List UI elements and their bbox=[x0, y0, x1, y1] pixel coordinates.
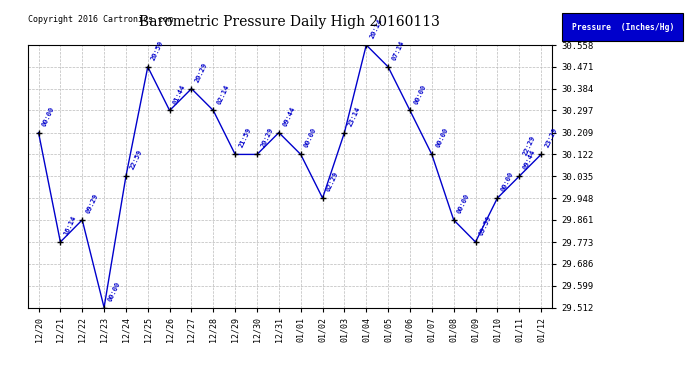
Text: 01:44: 01:44 bbox=[172, 83, 187, 105]
Text: 00:00: 00:00 bbox=[107, 280, 121, 302]
Text: 16:14: 16:14 bbox=[63, 214, 77, 237]
Text: 00:00: 00:00 bbox=[41, 105, 56, 127]
Text: 00:00: 00:00 bbox=[304, 127, 318, 149]
Text: 09:44: 09:44 bbox=[282, 105, 296, 127]
Text: 00:00: 00:00 bbox=[413, 83, 427, 105]
Text: 22:29: 22:29 bbox=[522, 135, 536, 157]
Text: 20:14: 20:14 bbox=[369, 18, 384, 39]
Text: 21:59: 21:59 bbox=[238, 127, 253, 149]
Text: 20:29: 20:29 bbox=[260, 127, 274, 149]
Text: 23:29: 23:29 bbox=[544, 127, 558, 149]
Text: 09:59: 09:59 bbox=[478, 214, 493, 237]
Text: Barometric Pressure Daily High 20160113: Barometric Pressure Daily High 20160113 bbox=[139, 15, 440, 29]
Text: 00:00: 00:00 bbox=[457, 193, 471, 214]
Text: 23:14: 23:14 bbox=[347, 105, 362, 127]
Text: 22:59: 22:59 bbox=[129, 149, 143, 171]
Text: 00:00: 00:00 bbox=[500, 171, 515, 192]
Text: Copyright 2016 Cartronics.com: Copyright 2016 Cartronics.com bbox=[28, 15, 172, 24]
Text: 02:29: 02:29 bbox=[326, 171, 339, 192]
Text: 20:29: 20:29 bbox=[195, 62, 208, 83]
Text: Pressure  (Inches/Hg): Pressure (Inches/Hg) bbox=[571, 22, 674, 32]
Text: 09:44: 09:44 bbox=[522, 149, 536, 171]
Text: 02:14: 02:14 bbox=[216, 83, 230, 105]
Text: 20:59: 20:59 bbox=[150, 39, 165, 61]
Text: 09:29: 09:29 bbox=[85, 193, 99, 214]
Text: 07:14: 07:14 bbox=[391, 39, 405, 61]
Text: 00:00: 00:00 bbox=[435, 127, 449, 149]
